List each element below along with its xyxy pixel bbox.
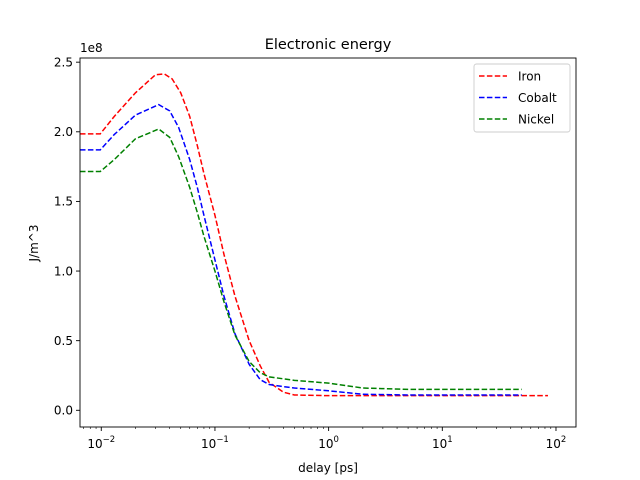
chart-title: Electronic energy: [265, 37, 392, 53]
y-tick-label: 1.5: [54, 195, 73, 209]
x-tick-label: 101: [432, 435, 453, 451]
x-tick-label: 100: [318, 435, 339, 451]
y-offset-label: 1e8: [80, 41, 103, 55]
legend-label-nickel: Nickel: [518, 112, 554, 126]
legend-label-iron: Iron: [518, 69, 541, 83]
x-tick-label: 102: [546, 435, 567, 451]
y-tick-label: 0.5: [54, 334, 73, 348]
axis-ticks: 10−2 10−1 100 101 102 0.0 0.5 1.0 1.5 2.0 2.5: [54, 55, 566, 451]
y-tick-label: 1.0: [54, 264, 73, 278]
legend-box: [473, 63, 571, 133]
plot-area: [79, 57, 577, 428]
y-tick-label: 0.0: [54, 404, 73, 418]
series-line-iron: [80, 73, 548, 397]
y-axis-label: J/m^3: [27, 225, 41, 263]
x-tick-label: 10−1: [201, 435, 229, 451]
series-group: [80, 73, 548, 397]
legend-label-cobalt: Cobalt: [518, 91, 557, 105]
series-line-cobalt: [80, 103, 522, 396]
y-tick-label: 2.0: [54, 125, 73, 139]
series-line-nickel: [80, 128, 522, 391]
y-tick-label: 2.5: [54, 55, 73, 69]
x-axis-label: delay [ps]: [298, 461, 358, 475]
legend: Iron Cobalt Nickel: [473, 63, 571, 133]
x-tick-label: 10−2: [87, 435, 115, 451]
axes-frame: [79, 57, 577, 428]
